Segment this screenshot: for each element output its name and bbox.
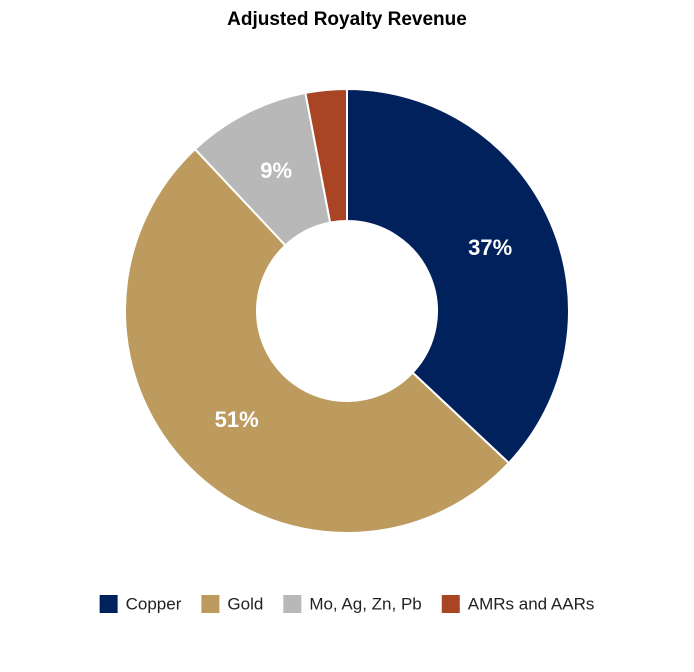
legend-swatch [283,595,302,613]
chart-title: Adjusted Royalty Revenue [227,9,467,30]
slice [304,87,348,224]
value-label: 51% [215,407,259,432]
slice [346,87,570,465]
legend-swatch [201,595,220,613]
slice [124,147,511,534]
legend-label: Gold [227,594,263,613]
legend-label: AMRs and AARs [468,594,595,613]
legend-swatch [441,595,460,613]
legend-label: Mo, Ag, Zn, Pb [309,594,421,613]
value-label: 9% [260,158,292,183]
value-label: 37% [468,235,512,260]
legend-swatch [99,595,118,613]
legend-label: Copper [126,594,182,613]
